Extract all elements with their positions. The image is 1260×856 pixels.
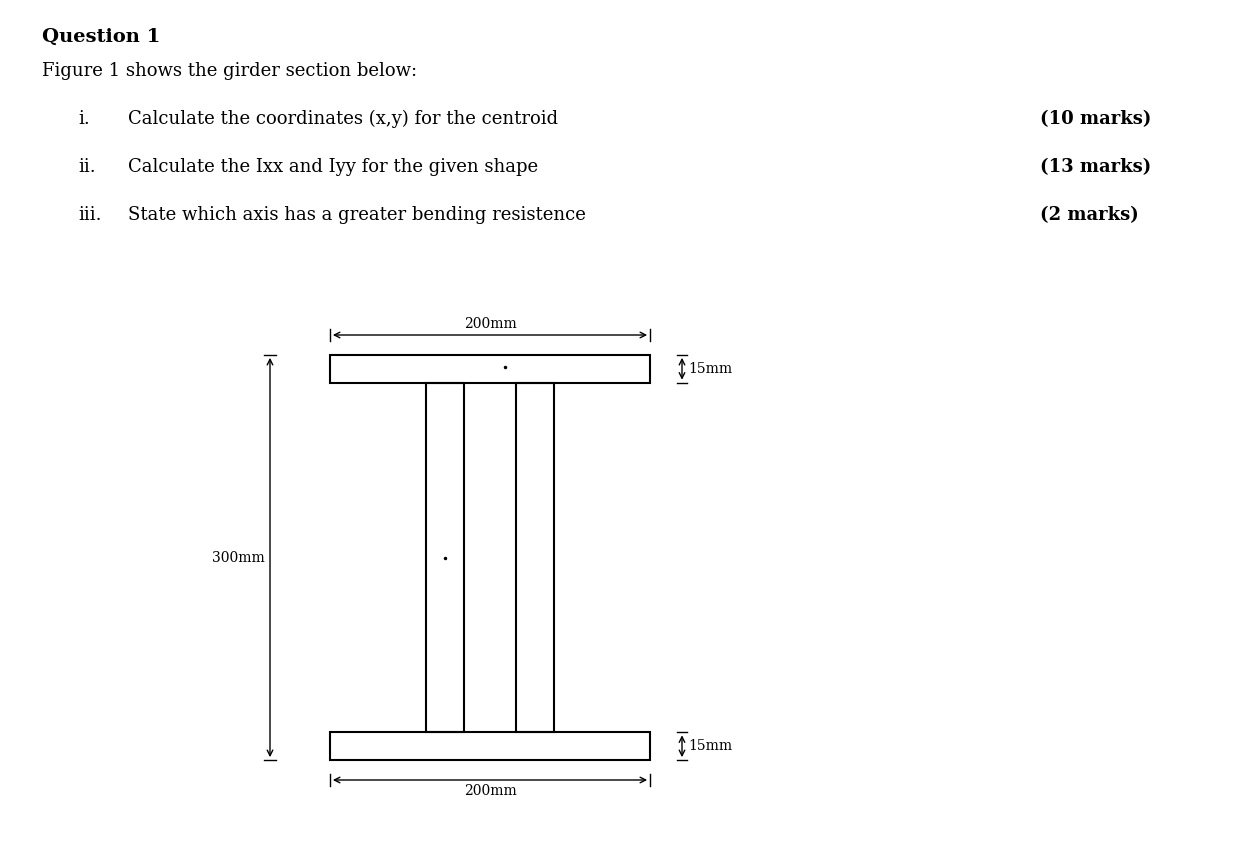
Text: (13 marks): (13 marks) [1040,158,1152,176]
Text: Calculate the coordinates (x,y) for the centroid: Calculate the coordinates (x,y) for the … [129,110,558,128]
Text: 15mm: 15mm [688,740,732,753]
Text: (2 marks): (2 marks) [1040,206,1139,224]
Text: iii.: iii. [78,206,102,224]
Text: 300mm: 300mm [212,550,265,564]
Text: Figure 1 shows the girder section below:: Figure 1 shows the girder section below: [42,62,417,80]
Text: ii.: ii. [78,158,96,176]
Text: 200mm: 200mm [464,784,517,798]
Text: State which axis has a greater bending resistence: State which axis has a greater bending r… [129,206,586,224]
Text: Calculate the Ixx and Iyy for the given shape: Calculate the Ixx and Iyy for the given … [129,158,538,176]
Text: (10 marks): (10 marks) [1040,110,1152,128]
Text: i.: i. [78,110,89,128]
Text: 200mm: 200mm [464,317,517,331]
Text: Question 1: Question 1 [42,28,160,46]
Text: 15mm: 15mm [688,362,732,376]
